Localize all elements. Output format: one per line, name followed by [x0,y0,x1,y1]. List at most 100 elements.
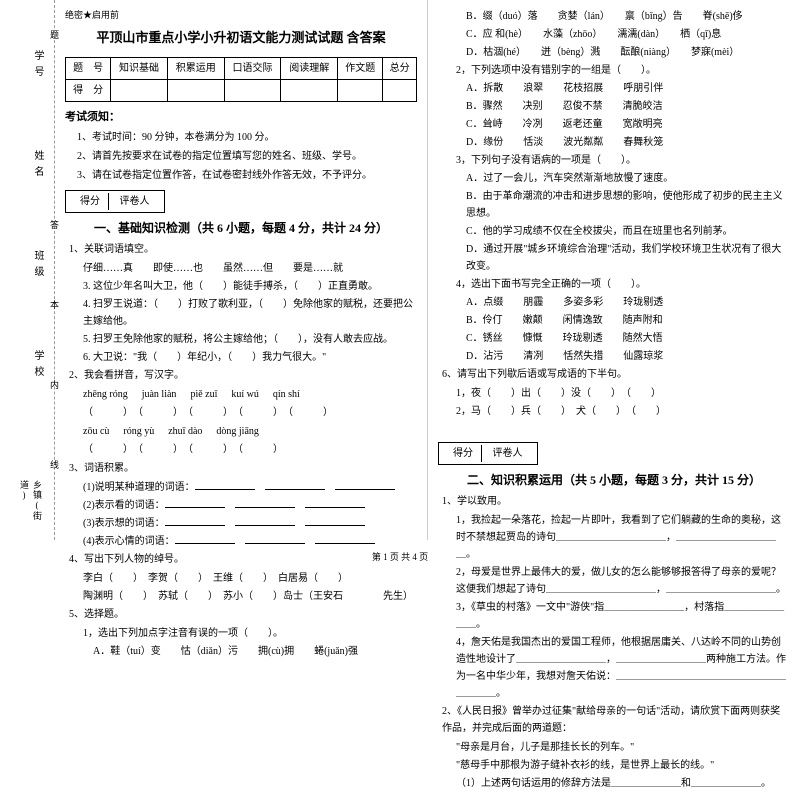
q1-item: 5. 扫罗王免除他家的赋税，将公主嫁给他；（ ），没有人敢去应战。 [65,331,417,348]
sidebar-label-school: 学校 [30,350,45,382]
score-cell [167,80,224,102]
q5-opt: A．鞋（tuí）变 怙（diǎn）污 拥(cù)拥 蜷(juǎn)强 [65,643,417,660]
q3-item: (3)表示想的词语： [65,515,417,532]
left-column: 绝密★启用前 平顶山市重点小学小升初语文能力测试试题 含答案 题 号 知识基础 … [55,0,428,540]
score-cell [338,80,383,102]
q3-label: (1)说明某种道理的词语： [83,482,195,493]
s2-q1-item: 4，詹天佑是我国杰出的爱国工程师，他根据居庸关、八达岭不同的山势创造性地设计了＿… [438,634,790,702]
q6-item: 2，马（ ）兵（ ） 犬（ ） （ ） [438,403,790,420]
pinyin: zhēng róng [83,386,128,403]
page-footer: 第 1 页 共 4 页 [0,550,800,563]
sidebar-label-name: 姓名 [30,150,45,182]
pinyin: dòng jiāng [216,423,259,440]
s2-q2-item: "慈母手中那根为游子缝补衣衫的线，是世界上最长的线。" [438,757,790,774]
right-column: B．缀（duó）落 贪婪（lán） 禀（bǐng）告 脊(shē)侈 C．应 和… [428,0,800,540]
q-item: 2，下列选项中没有错别字的一组是（ ）。 [438,62,790,79]
q5-item: 1，选出下列加点字注音有误的一项（ ）。 [65,625,417,642]
score-col: 知识基础 [111,58,168,80]
score-label: 得分 [72,193,109,210]
grader-label: 评卷人 [112,193,158,210]
paren-row: （ ） （ ） （ ） （ ） [65,441,417,458]
score-col: 口语交际 [224,58,281,80]
page: 学号 姓名 班级 学校 乡镇(街道) 题 答 本 内 线 绝密★启用前 平顶山市… [0,0,800,540]
exam-title: 平顶山市重点小学小升初语文能力测试试题 含答案 [65,27,417,49]
sidebar-mark: 本 [48,300,61,309]
q3-item: (1)说明某种道理的词语： [65,479,417,496]
s2-q1-item: 3，《草虫的村落》一文中"游侠"指＿＿＿＿＿＿＿＿，村落指＿＿＿＿＿＿＿＿。 [438,599,790,633]
opt: D．缘份 恬淡 波光粼粼 春舞秋笼 [438,134,790,151]
q-item: 3，下列句子没有语病的一项是（ ）。 [438,152,790,169]
sidebar-mark: 题 [48,30,61,39]
score-table: 题 号 知识基础 积累运用 口语交际 阅读理解 作文题 总分 得 分 [65,57,417,102]
pinyin-row: zhēng róng juàn liàn piě zuǐ kuí wú qín … [65,386,417,403]
q1-item: 仔细……真 即使……也 虽然……但 要是……就 [65,260,417,277]
pinyin: zhuī dào [168,423,202,440]
score-cell [224,80,281,102]
opt: C．锈丝 慷慨 玲珑剔透 随然大悟 [438,330,790,347]
sidebar-mark: 内 [48,380,61,389]
score-box: 得分 评卷人 [65,190,165,213]
notice-item: 1、考试时间：90 分钟，本卷满分为 100 分。 [65,129,417,146]
question-1: 1、关联词语填空。 [65,241,417,258]
pinyin: kuí wú [231,386,259,403]
notice-item: 2、请首先按要求在试卷的指定位置填写您的姓名、班级、学号。 [65,148,417,165]
secret-marker: 绝密★启用前 [65,8,417,23]
q3-label: (2)表示看的词语： [83,500,165,511]
sidebar-mark: 线 [48,460,61,469]
score-cell [383,80,417,102]
q-item: 4，选出下面书写完全正确的一项（ ）。 [438,276,790,293]
score-col: 题 号 [66,58,111,80]
opt: B．骤然 决别 忍俊不禁 清脆皎洁 [438,98,790,115]
pinyin: piě zuǐ [190,386,217,403]
grader-label: 评卷人 [485,445,531,462]
s2-question-1: 1、学以致用。 [438,493,790,510]
pinyin: qín shí [273,386,300,403]
score-col: 总分 [383,58,417,80]
binding-sidebar: 学号 姓名 班级 学校 乡镇(街道) 题 答 本 内 线 [0,0,55,540]
opt: A．过了一会儿，汽车突然渐渐地放慢了速度。 [438,170,790,187]
q3-label: (4)表示心情的词语： [83,536,175,547]
question-6: 6、请写出下列歇后语或写成语的下半句。 [438,366,790,383]
q1-item: 6. 大卫说："我（ ）年纪小，（ ）我力气很大。" [65,349,417,366]
opt: C．他的学习成绩不仅在全校拔尖，而且在班里也名列前茅。 [438,223,790,240]
pinyin: juàn liàn [142,386,177,403]
q3-item: (4)表示心情的词语： [65,533,417,550]
score-cell [111,80,168,102]
notice-item: 3、请在试卷指定位置作答，在试卷密封线外作答无效，不予评分。 [65,167,417,184]
score-label: 得分 [445,445,482,462]
section-1-title: 一、基础知识检测（共 6 小题，每题 4 分，共计 24 分） [65,218,417,238]
q1-item: 3. 这位少年名叫大卫，他（ ）能徒手搏杀，（ ）正直勇敢。 [65,278,417,295]
question-5: 5、选择题。 [65,606,417,623]
question-3: 3、词语积累。 [65,460,417,477]
opt: D．沾污 清冽 恬然失措 仙露琼浆 [438,348,790,365]
pinyin-row: zōu cù róng yù zhuī dào dòng jiāng [65,423,417,440]
score-cell [281,80,338,102]
score-box: 得分 评卷人 [438,442,538,465]
question-2: 2、我会看拼音，写汉字。 [65,367,417,384]
opt: B．伶仃 嫩颠 闲情逸致 随声附和 [438,312,790,329]
q1-item: 4. 扫罗王说道：（ ）打败了歌利亚，（ ）免除他家的赋税，还要把公主嫁给他。 [65,296,417,330]
section-2-title: 二、知识积累运用（共 5 小题，每题 3 分，共计 15 分） [438,470,790,490]
sidebar-mark: 答 [48,220,61,229]
q3-label: (3)表示想的词语： [83,518,165,529]
pinyin: róng yù [123,423,154,440]
q4-item: 陶渊明（ ） 苏轼（ ） 苏小（ ）岛士（王安石 先生） [65,588,417,605]
notice-head: 考试须知： [65,108,417,127]
opt: B．由于革命潮流的冲击和进步思想的影响，使他形成了初步的民主主义思想。 [438,188,790,222]
s2-q2-item: "母亲是月台，儿子是那挂长长的列车。" [438,739,790,756]
opt: C．耸峙 冷冽 返老还童 宽敞明亮 [438,116,790,133]
s2-q2-item: （1）上述两句话运用的修辞方法是＿＿＿＿＿＿＿和＿＿＿＿＿＿＿。 [438,775,790,792]
sidebar-label-town: 乡镇(街道) [18,480,44,540]
score-row-label: 得 分 [66,80,111,102]
score-col: 阅读理解 [281,58,338,80]
paren-row: （ ） （ ） （ ） （ ） （ ） [65,404,417,421]
sidebar-label-class: 班级 [30,250,45,282]
opt: A．拆散 浪翠 花枝招展 呼朋引伴 [438,80,790,97]
opt: D．通过开展"城乡环境综合治理"活动，我们学校环境卫生状况有了很大改变。 [438,241,790,275]
score-col: 作文题 [338,58,383,80]
q6-item: 1，夜（ ）出（ ）没（ ） （ ） [438,385,790,402]
opt: C．应 和(hè） 水藻（zhōo） 濡濡(dàn） 栖（qī)息 [438,26,790,43]
sidebar-label-id: 学号 [30,50,45,82]
pinyin: zōu cù [83,423,109,440]
s2-question-2: 2、《人民日报》曾举办过征集"献给母亲的一句话"活动，请欣赏下面两则获奖作品，并… [438,703,790,737]
